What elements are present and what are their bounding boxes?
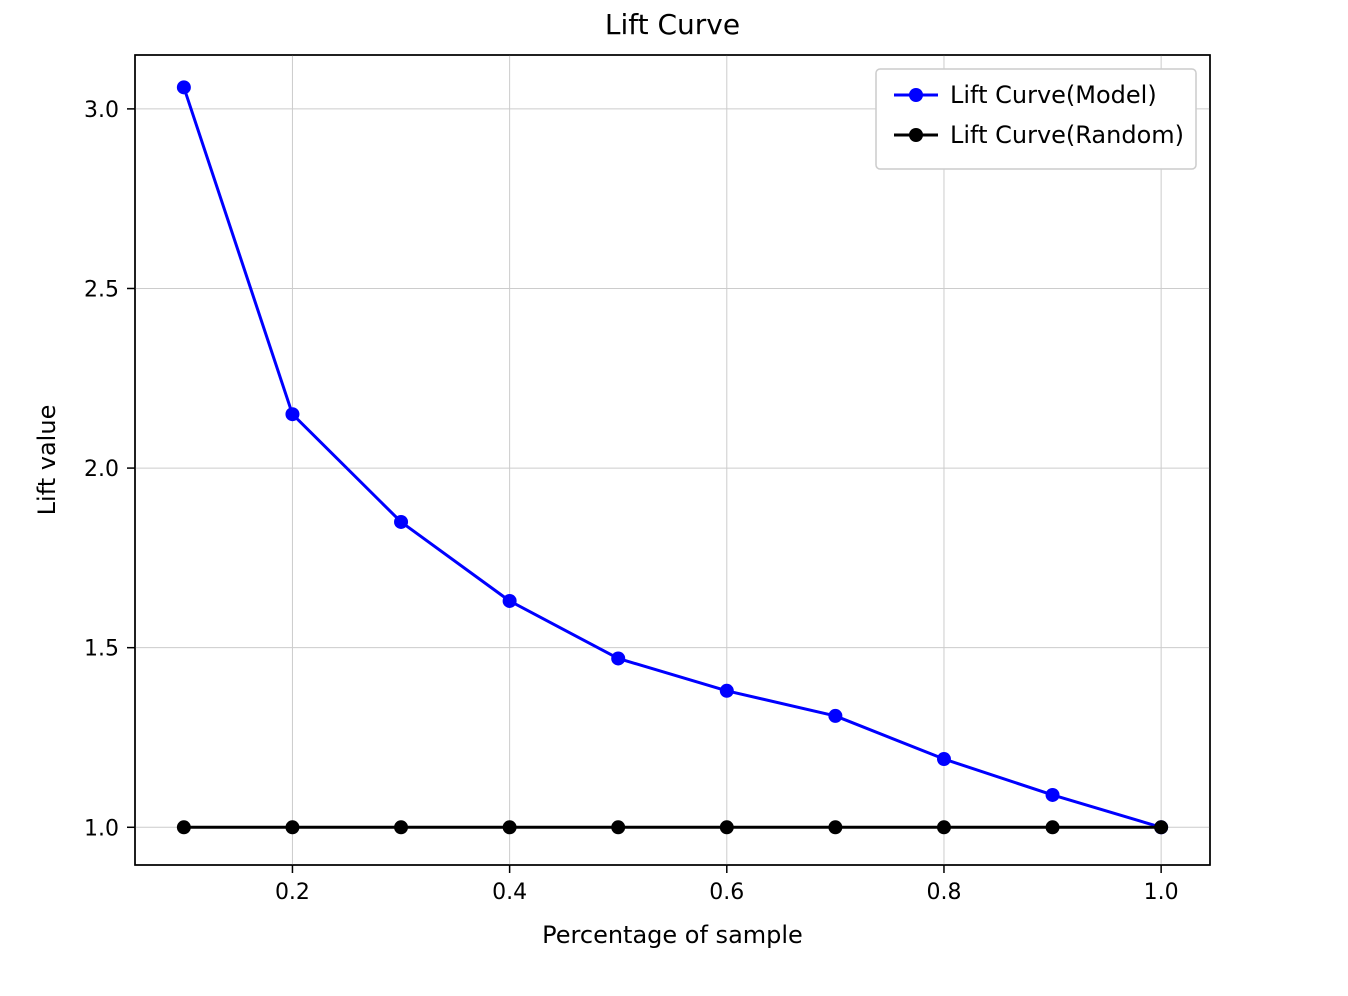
series-marker-1 bbox=[1154, 820, 1168, 834]
series-marker-1 bbox=[177, 820, 191, 834]
y-axis-label: Lift value bbox=[33, 405, 61, 516]
xtick-label: 0.2 bbox=[275, 880, 310, 905]
ytick-label: 2.0 bbox=[84, 457, 119, 482]
ytick-label: 2.5 bbox=[84, 277, 119, 302]
series-marker-0 bbox=[828, 709, 842, 723]
xtick-label: 0.6 bbox=[709, 880, 744, 905]
legend-marker-icon bbox=[909, 128, 923, 142]
series-marker-0 bbox=[503, 594, 517, 608]
series-marker-1 bbox=[285, 820, 299, 834]
series-marker-1 bbox=[720, 820, 734, 834]
series-marker-0 bbox=[937, 752, 951, 766]
legend-marker-icon bbox=[909, 88, 923, 102]
lift-chart-svg: 0.2 0.4 0.6 0.8 1.0 1.0 1.5 2.0 2.5 3.0 Lift Curve… bbox=[0, 0, 1348, 996]
series-marker-0 bbox=[285, 407, 299, 421]
series-marker-1 bbox=[394, 820, 408, 834]
series-marker-1 bbox=[828, 820, 842, 834]
series-marker-0 bbox=[1046, 788, 1060, 802]
series-marker-0 bbox=[611, 651, 625, 665]
series-marker-1 bbox=[503, 820, 517, 834]
series-marker-1 bbox=[611, 820, 625, 834]
x-axis-label: Percentage of sample bbox=[542, 921, 803, 949]
legend-item-label: Lift Curve(Model) bbox=[950, 81, 1157, 109]
xtick-label: 0.8 bbox=[926, 880, 961, 905]
chart-container: 0.2 0.4 0.6 0.8 1.0 1.0 1.5 2.0 2.5 3.0 Lift Curve… bbox=[0, 0, 1348, 996]
series-marker-1 bbox=[937, 820, 951, 834]
legend: Lift Curve(Model) Lift Curve(Random) bbox=[876, 69, 1196, 169]
ytick-label: 1.0 bbox=[84, 816, 119, 841]
chart-title: Lift Curve bbox=[605, 8, 740, 41]
xtick-label: 1.0 bbox=[1144, 880, 1179, 905]
xtick-label: 0.4 bbox=[492, 880, 527, 905]
series-marker-1 bbox=[1046, 820, 1060, 834]
series-marker-0 bbox=[720, 684, 734, 698]
ytick-label: 1.5 bbox=[84, 637, 119, 662]
series-marker-0 bbox=[177, 80, 191, 94]
legend-item-label: Lift Curve(Random) bbox=[950, 121, 1184, 149]
ytick-label: 3.0 bbox=[84, 98, 119, 123]
series-marker-0 bbox=[394, 515, 408, 529]
